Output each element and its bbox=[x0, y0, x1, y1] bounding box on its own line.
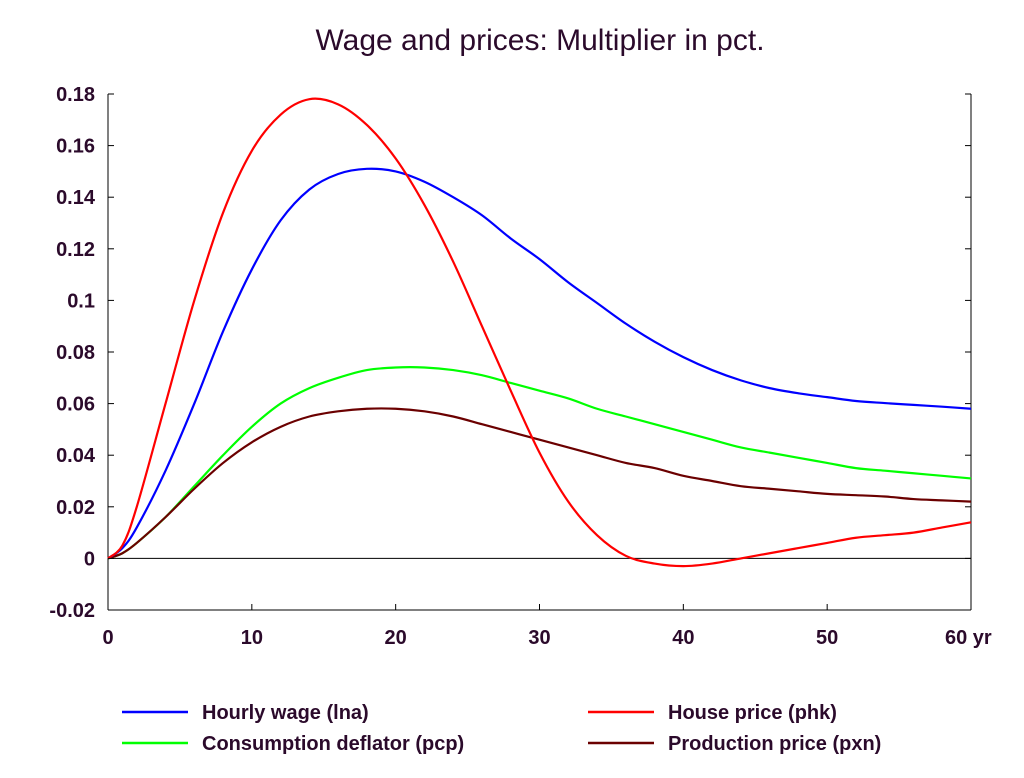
y-tick-label: 0.12 bbox=[56, 239, 95, 261]
y-tick-label: 0.14 bbox=[56, 187, 96, 209]
legend: Hourly wage (lna) Consumption deflator (p… bbox=[122, 702, 881, 755]
x-tick-label: 60 yr bbox=[945, 627, 992, 649]
plot-axes bbox=[107, 94, 972, 611]
chart-title: Wage and prices: Multiplier in pct. bbox=[315, 24, 764, 57]
x-tick-label: 10 bbox=[241, 627, 263, 649]
series-line-house-price-phk bbox=[107, 97, 972, 568]
y-tick-label: 0.06 bbox=[56, 394, 95, 416]
legend-label: House price (phk) bbox=[668, 702, 837, 724]
y-tick-label: -0.02 bbox=[49, 600, 95, 622]
y-tick-label: 0.08 bbox=[56, 342, 95, 364]
x-tick-label: 0 bbox=[102, 627, 113, 649]
y-tick-label: 0.02 bbox=[56, 497, 95, 519]
series-line-production-price-pxn bbox=[107, 407, 972, 560]
y-tick-label: 0.18 bbox=[56, 84, 95, 106]
y-tick-label: 0.1 bbox=[67, 290, 95, 312]
series-line-consumption-deflator-pcp bbox=[107, 366, 972, 560]
y-tick-label: 0.16 bbox=[56, 136, 95, 158]
y-axis-ticks: -0.02 0 0.02 0.04 0.06 0.08 0.1 0.12 0.14 0.16 0.1… bbox=[49, 84, 971, 622]
x-tick-label: 20 bbox=[385, 627, 407, 649]
y-tick-label: 0 bbox=[84, 548, 95, 570]
series-line-hourly-wage-lna bbox=[107, 167, 972, 560]
legend-label: Hourly wage (lna) bbox=[202, 702, 369, 724]
y-tick-label: 0.04 bbox=[56, 445, 96, 467]
x-tick-label: 50 bbox=[816, 627, 838, 649]
x-tick-label: 40 bbox=[672, 627, 694, 649]
x-axis-ticks: 0 10 20 30 40 50 60 yr bbox=[102, 604, 992, 649]
series-lines bbox=[107, 97, 972, 568]
legend-label: Production price (pxn) bbox=[668, 733, 881, 755]
legend-label: Consumption deflator (pcp) bbox=[202, 733, 464, 755]
x-tick-label: 30 bbox=[528, 627, 550, 649]
